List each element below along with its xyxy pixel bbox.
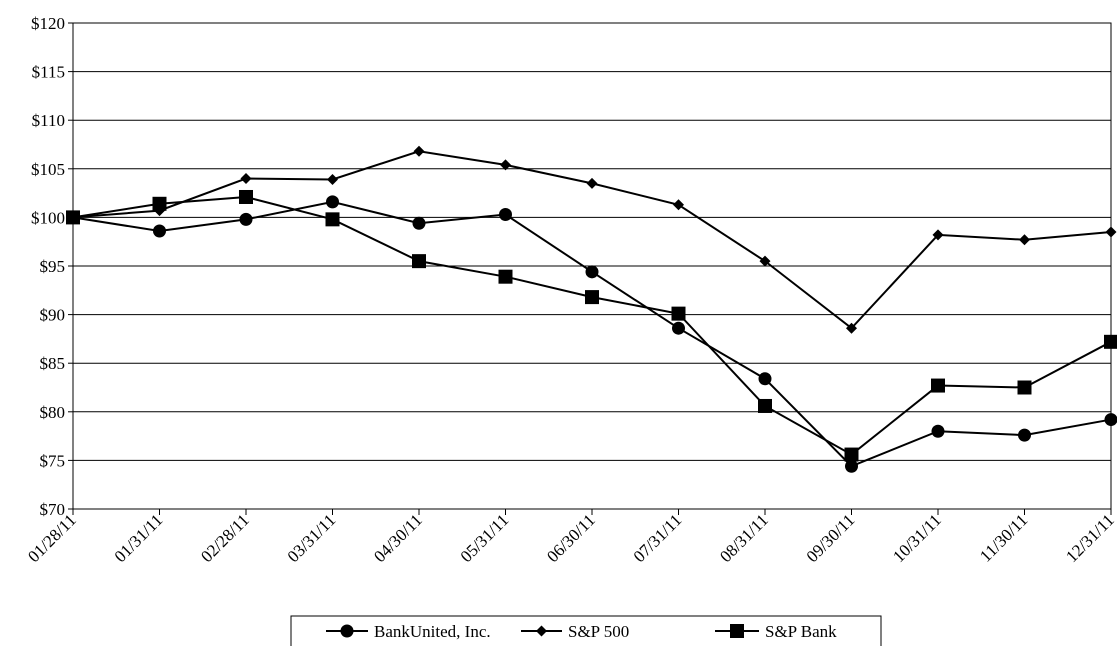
series-circle: [66, 195, 1117, 473]
x-tick-label: 03/31/11: [284, 510, 340, 566]
x-tick-label: 11/30/11: [976, 510, 1031, 565]
legend-item: S&P 500: [521, 622, 629, 641]
data-point-square: [66, 210, 80, 225]
legend-label: S&P 500: [568, 622, 629, 641]
x-tick-label: 02/28/11: [197, 510, 253, 566]
data-point-diamond: [240, 173, 252, 185]
y-tick-label: $80: [40, 403, 66, 422]
data-point-square: [844, 447, 859, 462]
y-tick-label: $120: [31, 14, 65, 33]
y-tick-label: $75: [40, 451, 66, 470]
data-point-square: [325, 212, 340, 227]
x-tick-label: 09/30/11: [803, 510, 859, 566]
y-tick-label: $95: [40, 257, 66, 276]
data-point-circle: [239, 212, 253, 226]
x-tick-label: 08/31/11: [716, 510, 772, 566]
y-tick-label: $115: [32, 63, 65, 82]
data-point-square: [931, 378, 945, 393]
data-point-circle: [153, 224, 166, 238]
data-point-diamond: [586, 177, 598, 189]
data-point-diamond: [1019, 234, 1030, 246]
series-line: [72, 200, 1112, 468]
legend-item: S&P Bank: [715, 622, 837, 641]
data-point-diamond: [673, 199, 684, 211]
data-point-square: [412, 254, 426, 269]
legend: BankUnited, Inc. S&P 500 S&P Bank: [290, 615, 882, 646]
data-point-circle: [412, 216, 426, 230]
data-point-square: [671, 306, 686, 321]
data-point-square: [730, 624, 744, 638]
data-point-diamond: [932, 229, 944, 241]
data-point-circle: [499, 207, 512, 221]
x-tick-label: 06/30/11: [543, 510, 599, 566]
y-tick-label: $85: [40, 354, 66, 373]
data-point-square: [1104, 334, 1117, 349]
data-point-circle: [758, 372, 772, 386]
data-point-circle: [326, 195, 339, 209]
x-tick-label: 12/31/11: [1062, 510, 1117, 566]
data-point-diamond: [846, 322, 857, 334]
y-tick-label: $90: [40, 306, 66, 325]
data-point-diamond: [327, 173, 338, 185]
data-point-circle: [931, 424, 945, 438]
data-point-square: [758, 398, 772, 413]
data-point-square: [239, 189, 253, 204]
x-tick-label: 05/31/11: [457, 510, 513, 566]
data-point-circle: [585, 265, 599, 279]
legend-label: S&P Bank: [765, 622, 837, 641]
legend-box: [290, 615, 882, 646]
data-point-circle: [1018, 428, 1031, 442]
data-point-circle: [1104, 413, 1117, 427]
y-tick-label: $110: [32, 111, 65, 130]
data-point-square: [585, 290, 599, 305]
data-point-square: [498, 269, 513, 284]
data-point-circle: [340, 624, 354, 638]
legend-label: BankUnited, Inc.: [374, 622, 491, 641]
data-point-circle: [672, 321, 685, 335]
data-point-diamond: [413, 145, 425, 157]
data-point-circle: [845, 459, 858, 473]
y-tick-label: $100: [31, 208, 65, 227]
series-diamond: [67, 145, 1117, 334]
y-tick-label: $70: [40, 500, 66, 519]
data-point-square: [152, 196, 167, 211]
data-point-diamond: [759, 255, 771, 267]
data-point-diamond: [500, 159, 511, 171]
x-tick-label: 10/31/11: [889, 510, 945, 566]
x-tick-label: 07/31/11: [630, 510, 686, 566]
axes: $70 $75 $80 $85 $90 $95 $100 $105 $110 $115 $120 01…: [24, 14, 1117, 566]
series-square: [66, 189, 1117, 462]
series-group: [66, 145, 1117, 473]
x-tick-label: 04/30/11: [370, 510, 426, 566]
data-point-diamond: [536, 625, 547, 637]
data-point-square: [1017, 380, 1032, 395]
x-tick-label: 01/31/11: [111, 510, 167, 566]
legend-item: BankUnited, Inc.: [326, 622, 491, 641]
data-point-diamond: [1105, 226, 1117, 238]
y-tick-label: $105: [31, 160, 65, 179]
